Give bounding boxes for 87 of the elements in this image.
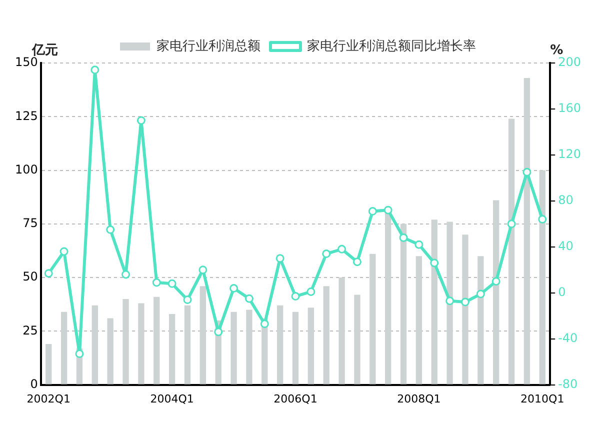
bar [384, 213, 392, 384]
bar [276, 305, 284, 384]
point [214, 328, 223, 336]
y-axis-title: 亿元 [31, 42, 58, 58]
bar [431, 220, 438, 384]
point [492, 277, 500, 286]
x-tick-label: 2006Q1 [274, 392, 318, 406]
point [384, 206, 392, 214]
bar [323, 286, 330, 384]
point [90, 66, 100, 74]
y2-axis-title: % [550, 42, 564, 58]
bar [524, 78, 530, 384]
bar [508, 118, 515, 384]
bar [308, 308, 314, 384]
point [168, 279, 176, 288]
point [60, 247, 68, 256]
bar [338, 278, 345, 384]
bar [292, 312, 299, 384]
point [230, 284, 238, 293]
bar [230, 312, 237, 384]
y2-tick-label: -40 [558, 330, 578, 345]
y2-tick-label: 40 [558, 239, 574, 254]
y-tick-label: 100 [15, 162, 38, 176]
legend-label: 家电行业利润总额同比增长率 [307, 38, 476, 54]
bar [138, 303, 144, 384]
y2-tick-label: 160 [558, 101, 581, 116]
x-tick-label: 2010Q1 [520, 392, 564, 406]
point [522, 168, 532, 176]
bar [354, 294, 360, 384]
point [368, 207, 377, 216]
point [538, 215, 547, 224]
bar [400, 224, 407, 384]
point [507, 220, 516, 228]
point [414, 240, 424, 249]
bar [154, 296, 160, 384]
point [291, 292, 300, 301]
bar [122, 298, 129, 384]
point [322, 250, 331, 258]
legend-label: 家电行业利润总额 [156, 38, 260, 54]
bar [446, 222, 453, 384]
point [306, 287, 316, 296]
y-tick-label: 75 [22, 216, 38, 230]
y-tick-label: 150 [15, 55, 38, 70]
x-tick-label: 2002Q1 [26, 392, 70, 406]
point [460, 298, 470, 306]
bar [478, 256, 484, 384]
bar [462, 234, 468, 384]
point [152, 278, 161, 287]
bar [416, 256, 422, 384]
point [399, 233, 408, 242]
y2-tick-label: 0 [558, 284, 566, 299]
x-tick-label: 2008Q1 [397, 392, 441, 406]
y2-tick-label: -80 [558, 376, 578, 391]
point [183, 296, 192, 304]
bar [493, 200, 500, 384]
x-tick-label: 2004Q1 [150, 392, 194, 406]
y-tick-label: 50 [22, 270, 38, 284]
point [260, 320, 269, 328]
bar [200, 286, 206, 384]
point [136, 116, 146, 125]
bar [107, 318, 114, 384]
point [44, 269, 53, 278]
bar [246, 310, 252, 384]
y-tick-label: 0 [30, 376, 38, 391]
point [122, 270, 130, 279]
y-tick-label: 125 [15, 108, 38, 123]
point [446, 296, 454, 306]
bar [539, 170, 546, 384]
y2-tick-label: 120 [558, 147, 581, 162]
point [198, 266, 208, 274]
y-tick-label: 25 [22, 323, 38, 338]
bar [168, 314, 176, 384]
point [338, 244, 346, 254]
point [244, 294, 254, 303]
point [352, 258, 362, 266]
point [430, 258, 439, 268]
y2-tick-label: 80 [558, 193, 574, 208]
bar [92, 305, 98, 384]
point [476, 290, 485, 298]
bar [184, 305, 191, 384]
bar [46, 344, 52, 384]
bar [370, 254, 376, 384]
y2-tick-label: 200 [558, 55, 581, 70]
point [75, 350, 84, 358]
point [276, 254, 284, 263]
bar [60, 312, 68, 384]
point [106, 225, 115, 234]
